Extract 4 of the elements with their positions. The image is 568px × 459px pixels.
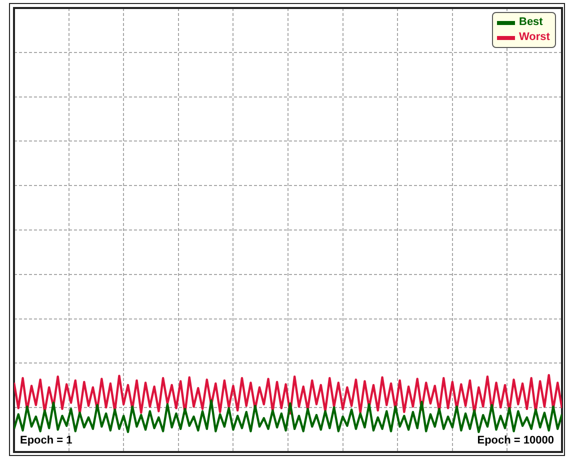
legend-label: Worst [519,30,550,45]
legend-label: Best [519,15,543,30]
annotation: Epoch = 1 [20,434,72,447]
annotation: Epoch = 10000 [477,434,554,447]
